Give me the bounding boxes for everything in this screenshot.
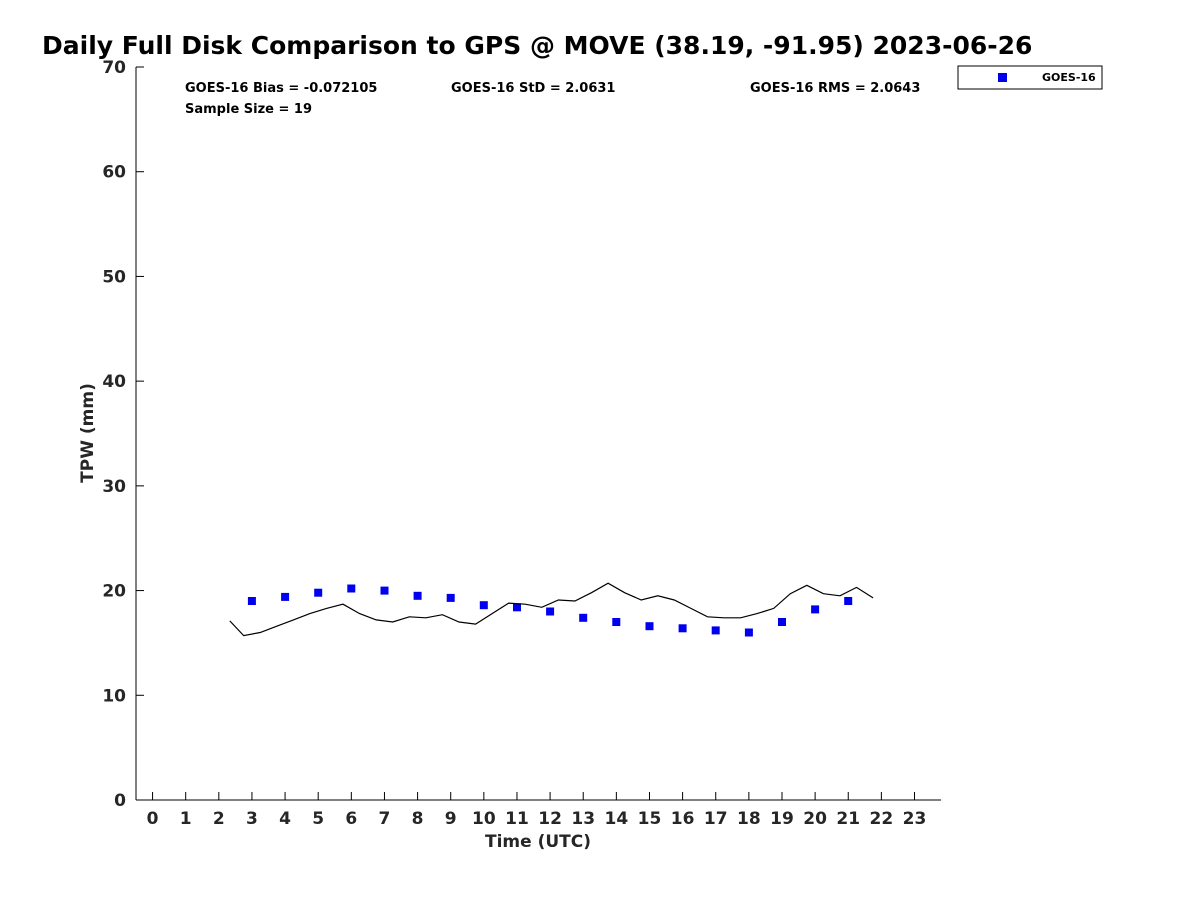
- chart-title: Daily Full Disk Comparison to GPS @ MOVE…: [42, 31, 1032, 60]
- goes16-point: [247, 597, 256, 605]
- y-tick-label: 70: [102, 58, 126, 78]
- goes16-point: [380, 586, 389, 595]
- y-tick-label: 40: [102, 372, 126, 392]
- goes16-point: [678, 624, 687, 633]
- axes: [135, 67, 941, 801]
- goes16-point: [744, 628, 753, 637]
- x-tick-label: 8: [412, 809, 424, 829]
- goes16-point: [281, 592, 290, 601]
- goes16-point: [479, 601, 488, 610]
- x-tick-label: 19: [770, 809, 794, 829]
- y-tick-label: 30: [102, 477, 126, 497]
- goes16-point: [811, 605, 820, 614]
- y-axis-label: TPW (mm): [78, 383, 98, 483]
- x-tick-label: 3: [246, 809, 258, 829]
- x-tick-label: 11: [505, 809, 529, 829]
- x-ticks: 0 1 2 3 4 5 6 7 8 9 10 11 12 13 14 15 16 17 18 19 20 21 22 23: [147, 792, 927, 829]
- bias-annotation: GOES-16 Bias = -0.072105: [185, 81, 377, 96]
- x-tick-label: 0: [147, 809, 159, 829]
- x-tick-label: 23: [903, 809, 927, 829]
- y-tick-label: 50: [102, 267, 126, 287]
- std-annotation: GOES-16 StD = 2.0631: [451, 81, 615, 96]
- x-tick-label: 21: [836, 809, 860, 829]
- x-tick-label: 13: [571, 809, 595, 829]
- plot-area: [229, 582, 874, 637]
- y-ticks: 0 10 20 30 40 50 60 70: [102, 58, 144, 811]
- x-tick-label: 20: [803, 809, 827, 829]
- goes16-point: [413, 591, 422, 600]
- goes16-point: [446, 593, 455, 602]
- goes16-point: [778, 618, 786, 626]
- x-tick-label: 16: [671, 809, 695, 829]
- y-tick-label: 0: [114, 791, 126, 811]
- goes16-point: [844, 597, 853, 605]
- x-tick-label: 1: [180, 809, 192, 829]
- legend-box: [957, 65, 1103, 90]
- legend-label-goes16: GOES-16: [1042, 71, 1096, 84]
- x-tick-label: 14: [605, 809, 629, 829]
- x-axis-label: Time (UTC): [485, 832, 591, 852]
- x-tick-label: 15: [638, 809, 662, 829]
- legend: GOES-16: [957, 65, 1103, 90]
- gps-tpw-line: [229, 582, 874, 637]
- goes16-point: [711, 626, 720, 635]
- goes16-point: [579, 613, 588, 622]
- goes16-point: [612, 618, 621, 626]
- legend-marker-goes16: [998, 73, 1007, 82]
- sample-size-annotation: Sample Size = 19: [185, 102, 312, 117]
- x-tick-label: 5: [312, 809, 324, 829]
- stats-annotations: GOES-16 Bias = -0.072105 GOES-16 StD = 2…: [185, 81, 920, 117]
- y-tick-label: 10: [102, 686, 126, 706]
- y-tick-label: 20: [102, 582, 126, 602]
- x-tick-label: 9: [445, 809, 457, 829]
- x-tick-label: 7: [379, 809, 391, 829]
- x-tick-label: 17: [704, 809, 728, 829]
- rms-annotation: GOES-16 RMS = 2.0643: [750, 81, 920, 96]
- x-tick-label: 12: [538, 809, 562, 829]
- goes16-point: [645, 622, 654, 631]
- goes16-point: [513, 603, 521, 612]
- x-tick-label: 10: [472, 809, 496, 829]
- x-tick-label: 22: [870, 809, 894, 829]
- x-tick-label: 6: [345, 809, 357, 829]
- goes16-point: [546, 607, 555, 616]
- goes16-point: [347, 584, 356, 593]
- x-tick-label: 2: [213, 809, 225, 829]
- x-tick-label: 4: [279, 809, 291, 829]
- y-tick-label: 60: [102, 163, 126, 183]
- x-tick-label: 18: [737, 809, 761, 829]
- goes16-point: [314, 588, 323, 597]
